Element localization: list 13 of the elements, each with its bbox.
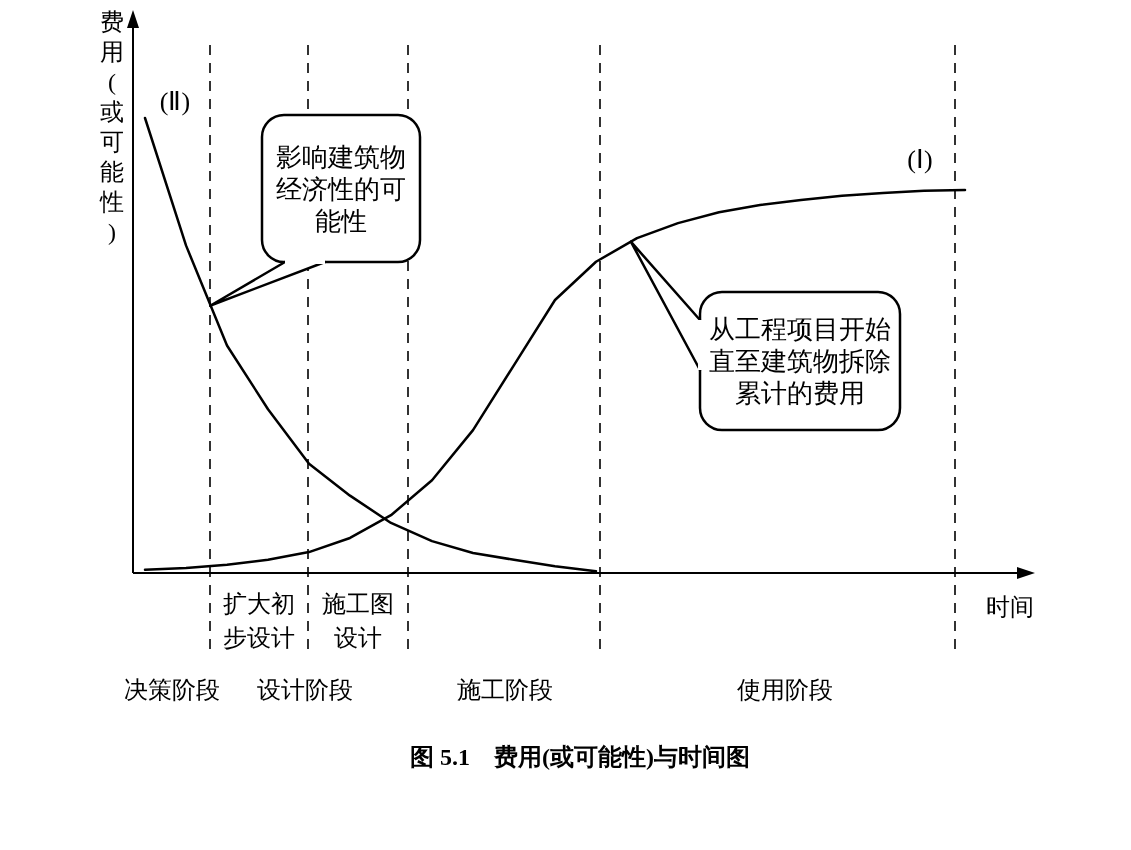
text: 使用阶段	[737, 677, 833, 703]
text: 扩大初步设计	[223, 591, 295, 651]
annotation: 影响建筑物经济性的可能性	[276, 142, 406, 236]
series-label: (Ⅰ)	[907, 144, 933, 174]
annotation: 从工程项目开始直至建筑物拆除累计的费用	[709, 315, 891, 408]
text: 施工阶段	[457, 677, 553, 703]
x-axis-title: 时间	[986, 594, 1034, 620]
y-axis-title: 费用(或可能性)	[99, 9, 124, 245]
text: 图 5.1 费用(或可能性)与时间图	[410, 744, 750, 770]
text: 设计阶段	[257, 677, 353, 703]
series-label: (Ⅱ)	[159, 87, 191, 116]
text: 施工图设计	[322, 591, 394, 651]
text: 决策阶段	[124, 677, 220, 703]
